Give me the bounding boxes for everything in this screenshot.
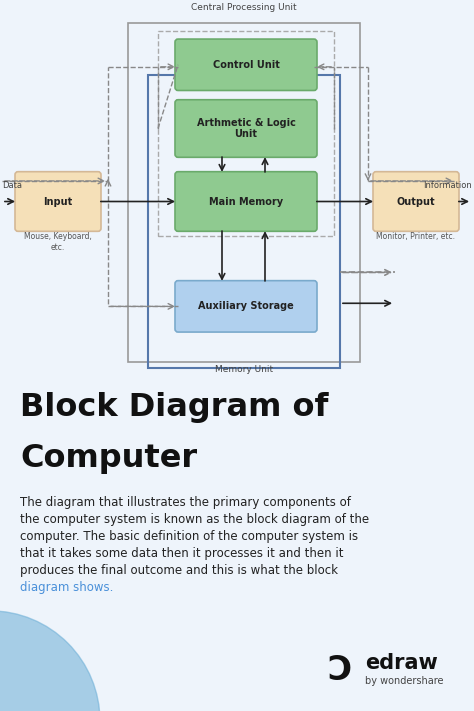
Text: produces the final outcome and this is what the block: produces the final outcome and this is w… (20, 564, 338, 577)
Text: Ɔ: Ɔ (328, 654, 352, 688)
Text: Monitor, Printer, etc.: Monitor, Printer, etc. (376, 232, 456, 241)
FancyBboxPatch shape (175, 100, 317, 157)
Text: Information: Information (423, 181, 472, 190)
Text: Control Unit: Control Unit (212, 60, 280, 70)
Bar (128, 23, 360, 362)
Text: diagram shows.: diagram shows. (20, 581, 113, 594)
Bar (148, 75, 340, 368)
Text: Computer: Computer (20, 442, 197, 474)
Text: Arthmetic & Logic
Unit: Arthmetic & Logic Unit (197, 118, 295, 139)
Text: Input: Input (44, 196, 73, 206)
Text: that it takes some data then it processes it and then it: that it takes some data then it processe… (20, 547, 344, 560)
Text: Auxiliary Storage: Auxiliary Storage (198, 301, 294, 311)
Text: computer. The basic definition of the computer system is: computer. The basic definition of the co… (20, 530, 358, 542)
Text: The diagram that illustrates the primary components of: The diagram that illustrates the primary… (20, 496, 351, 508)
FancyBboxPatch shape (175, 39, 317, 90)
FancyBboxPatch shape (175, 171, 317, 231)
Text: by wondershare: by wondershare (365, 676, 444, 686)
FancyBboxPatch shape (175, 281, 317, 332)
Bar (158, 31, 334, 237)
Circle shape (0, 611, 100, 711)
Text: Central Processing Unit: Central Processing Unit (191, 4, 297, 12)
Text: the computer system is known as the block diagram of the: the computer system is known as the bloc… (20, 513, 369, 525)
Text: Memory Unit: Memory Unit (215, 365, 273, 374)
Text: Mouse, Keyboard,
etc.: Mouse, Keyboard, etc. (24, 232, 92, 252)
Text: Output: Output (397, 196, 435, 206)
FancyBboxPatch shape (15, 171, 101, 231)
FancyBboxPatch shape (373, 171, 459, 231)
Text: edraw: edraw (365, 653, 438, 673)
Text: Data: Data (2, 181, 22, 190)
Text: Block Diagram of: Block Diagram of (20, 392, 328, 424)
Text: Main Memory: Main Memory (209, 196, 283, 206)
